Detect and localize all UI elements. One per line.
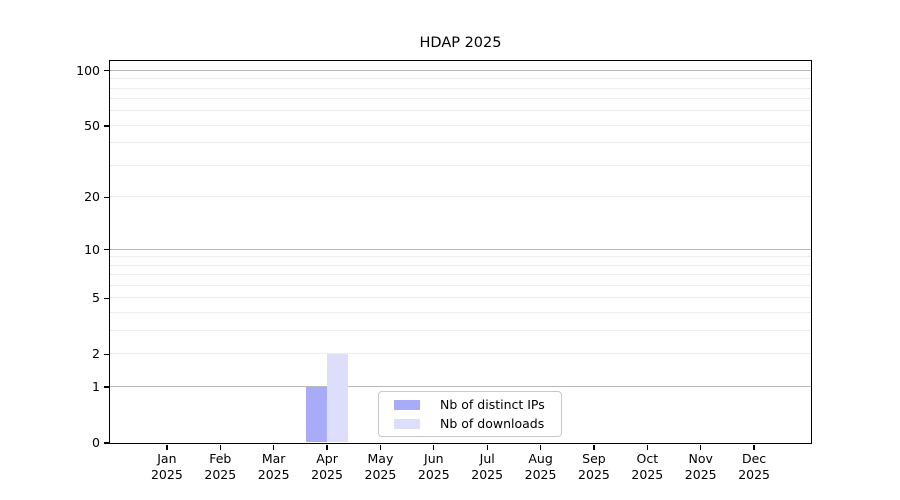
x-tick-month-nov: Nov [688, 451, 713, 466]
bar-nb-of-downloads-apr [326, 353, 348, 443]
y-tick-50 [103, 125, 109, 127]
gridline-y-60 [109, 110, 811, 112]
x-tick-year-dec: 2025 [738, 467, 770, 482]
x-tick-month-sep: Sep [582, 451, 606, 466]
y-tick-label-50: 50 [84, 117, 100, 133]
x-tick-jan [166, 444, 168, 450]
bar-nb-of-distinct-ips-apr [305, 386, 327, 443]
gridline-y-10 [109, 248, 811, 250]
plot-layers [109, 61, 811, 443]
gridline-y-7 [109, 274, 811, 276]
x-tick-month-apr: Apr [316, 451, 338, 466]
x-tick-label-jan: Jan 2025 [139, 451, 195, 483]
x-tick-month-jul: Jul [479, 451, 495, 466]
gridline-y-3 [109, 330, 811, 332]
x-tick-month-oct: Oct [636, 451, 659, 466]
x-tick-label-aug: Aug 2025 [513, 451, 569, 483]
legend-item-distinct-ips: Nb of distinct IPs [394, 396, 551, 412]
legend-label-distinct-ips: Nb of distinct IPs [440, 396, 545, 412]
x-tick-year-sep: 2025 [578, 467, 610, 482]
x-tick-label-mar: Mar 2025 [246, 451, 302, 483]
y-tick-100 [103, 70, 109, 72]
y-tick-label-1: 1 [92, 379, 100, 395]
x-tick-may [379, 444, 382, 450]
x-tick-apr [326, 444, 328, 450]
x-tick-sep [593, 444, 595, 450]
x-tick-month-dec: Dec [741, 451, 767, 466]
plot-area [108, 59, 812, 444]
x-tick-label-apr: Apr 2025 [299, 451, 355, 483]
x-tick-label-sep: Sep 2025 [566, 451, 622, 483]
gridline-y-5 [109, 297, 811, 299]
gridline-y-50 [109, 124, 811, 126]
y-tick-10 [103, 248, 109, 251]
y-tick-0 [103, 442, 109, 444]
x-tick-jun [433, 444, 435, 450]
gridline-y-8 [109, 264, 811, 266]
gridline-y-100 [109, 69, 811, 71]
legend: Nb of distinct IPs Nb of downloads [378, 391, 562, 437]
y-tick-label-5: 5 [92, 290, 100, 306]
y-tick-label-20: 20 [84, 189, 100, 205]
gridline-y-90 [109, 78, 811, 80]
x-tick-label-may: May 2025 [352, 451, 408, 483]
x-tick-label-nov: Nov 2025 [673, 451, 729, 483]
legend-swatch-distinct-ips [394, 399, 420, 410]
x-tick-aug [539, 444, 542, 450]
gridline-y-80 [109, 87, 811, 89]
x-tick-year-mar: 2025 [257, 467, 290, 482]
gridline-y-2 [109, 353, 811, 355]
x-tick-month-may: May [367, 451, 394, 466]
gridline-y-9 [109, 256, 811, 258]
x-tick-month-feb: Feb [209, 451, 232, 466]
gridline-y-6 [109, 285, 811, 287]
x-tick-year-jan: 2025 [150, 467, 183, 482]
x-tick-jul [486, 444, 488, 450]
x-tick-label-jul: Jul 2025 [459, 451, 515, 483]
x-tick-nov [700, 444, 702, 450]
y-tick-label-100: 100 [76, 62, 100, 78]
x-tick-month-mar: Mar [261, 451, 286, 466]
x-tick-mar [273, 444, 275, 450]
x-tick-dec [753, 444, 755, 450]
legend-swatch-downloads [394, 418, 420, 429]
x-tick-label-jun: Jun 2025 [406, 451, 462, 483]
x-tick-oct [646, 444, 648, 450]
gridline-y-70 [109, 98, 811, 100]
x-tick-label-feb: Feb 2025 [192, 451, 248, 483]
y-tick-20 [103, 196, 109, 199]
y-tick-label-2: 2 [92, 346, 100, 362]
gridline-y-30 [109, 165, 811, 167]
gridline-y-1 [109, 386, 811, 388]
x-tick-year-jul: 2025 [471, 467, 504, 482]
x-tick-year-feb: 2025 [204, 467, 237, 482]
legend-label-downloads: Nb of downloads [440, 415, 545, 431]
y-tick-label-10: 10 [84, 241, 100, 257]
y-tick-2 [103, 353, 109, 356]
y-tick-1 [103, 386, 109, 388]
x-tick-label-oct: Oct 2025 [619, 451, 675, 483]
gridline-y-40 [109, 142, 811, 144]
x-tick-month-aug: Aug [528, 451, 553, 466]
y-tick-label-0: 0 [92, 435, 100, 450]
x-tick-year-jun: 2025 [417, 467, 450, 482]
chart-title: HDAP 2025 [419, 35, 502, 51]
x-tick-label-dec: Dec 2025 [726, 451, 782, 483]
x-tick-year-aug: 2025 [524, 467, 557, 482]
gridline-y-4 [109, 312, 811, 314]
y-tick-5 [103, 297, 109, 300]
gridline-y-20 [109, 196, 811, 198]
x-tick-month-jan: Jan [157, 451, 177, 466]
x-tick-month-jun: Jun [424, 451, 444, 466]
x-tick-year-may: 2025 [364, 467, 397, 482]
x-tick-year-apr: 2025 [311, 467, 343, 482]
x-tick-year-oct: 2025 [631, 467, 664, 482]
legend-item-downloads: Nb of downloads [394, 415, 551, 431]
x-tick-feb [219, 444, 221, 450]
x-tick-year-nov: 2025 [684, 467, 717, 482]
